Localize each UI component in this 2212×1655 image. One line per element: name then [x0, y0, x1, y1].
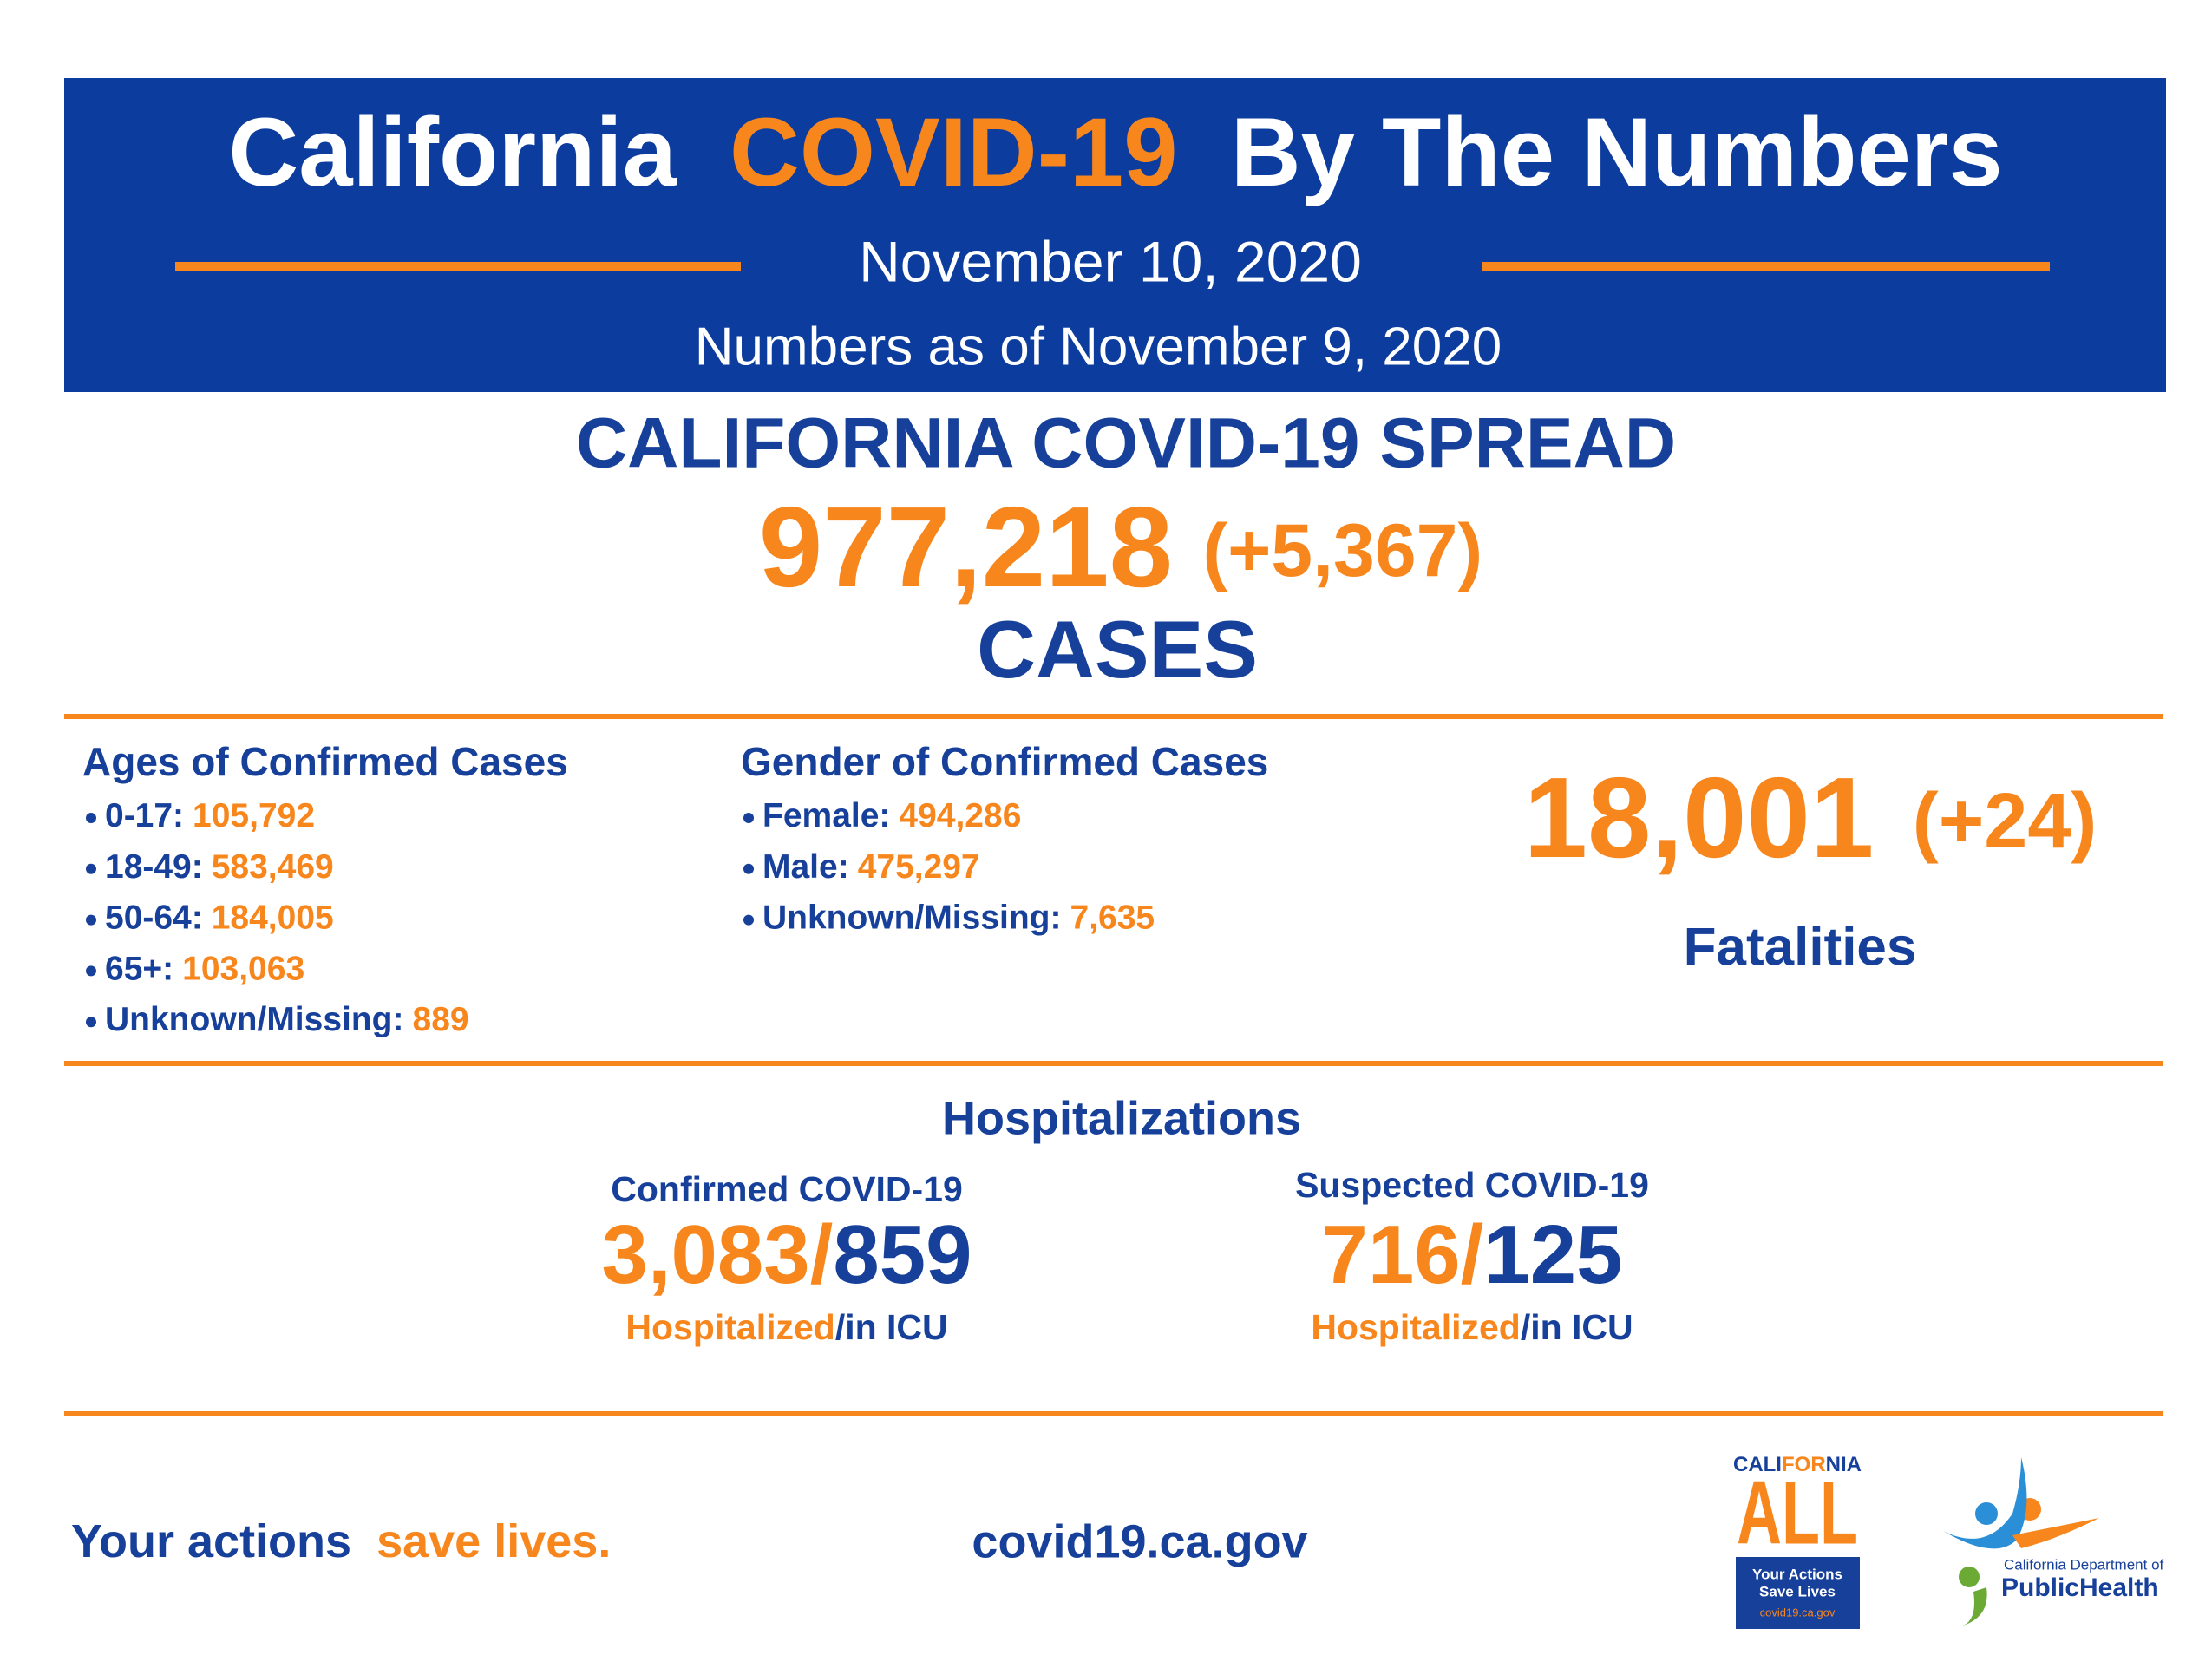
title-highlight: COVID-19 — [730, 98, 1178, 206]
note-icu: /in ICU — [1521, 1307, 1633, 1347]
bullet — [86, 965, 96, 977]
item-value: 475,297 — [858, 848, 980, 886]
item-value: 494,286 — [899, 797, 1021, 834]
list-item: 50-64: 184,005 — [105, 899, 334, 937]
item-value: 583,469 — [212, 848, 334, 886]
hosp-hospitalized: 3,083 — [601, 1208, 809, 1301]
hosp-note: Hospitalized/in ICU — [625, 1307, 947, 1347]
item-value: 184,005 — [212, 899, 334, 937]
item-value: 889 — [413, 1001, 469, 1038]
logo-swoosh — [1943, 1457, 2027, 1549]
item-label: Unknown/Missing: — [105, 1001, 404, 1038]
logo-tagline: Save Lives — [1759, 1583, 1836, 1599]
item-value: 103,063 — [182, 951, 304, 988]
bullet — [743, 914, 754, 926]
logo-box — [1736, 1557, 1860, 1629]
bullet — [86, 863, 96, 874]
item-label: 18-49: — [105, 848, 203, 886]
list-item: Male: 475,297 — [762, 848, 980, 886]
title-part: California — [228, 98, 677, 206]
hosp-numbers: 716/125 — [1321, 1208, 1622, 1301]
item-label: Female: — [762, 797, 890, 834]
logo-name-part: NIA — [1826, 1453, 1862, 1476]
california-all-logo: CALIFORNIA ALL Your Actions Save Lives c… — [1733, 1453, 1862, 1629]
hosp-icu: 859 — [833, 1208, 972, 1301]
hosp-groups: Confirmed COVID-193,083/859Hospitalized/… — [601, 1165, 1648, 1347]
logo-name-part: FOR — [1782, 1453, 1826, 1476]
logo-figure — [1975, 1502, 1998, 1525]
hosp-numbers: 3,083/859 — [601, 1208, 972, 1301]
bullet — [86, 1017, 96, 1028]
logo-name: CALIFORNIA — [1733, 1453, 1862, 1476]
item-label: 65+: — [105, 951, 173, 988]
title-part: By The Numbers — [1231, 98, 2003, 206]
logo-tagline: Your Actions — [1752, 1566, 1842, 1582]
hosp-heading: Hospitalizations — [942, 1092, 1301, 1144]
note-hospitalized: Hospitalized — [625, 1307, 834, 1347]
slogan-part: Your actions — [71, 1515, 351, 1567]
note-hospitalized: Hospitalized — [1311, 1307, 1520, 1347]
logo-url: covid19.ca.gov — [1760, 1606, 1836, 1619]
hosp-title: Suspected COVID-19 — [1295, 1165, 1649, 1205]
cdph-line2: PublicHealth — [2001, 1573, 2159, 1602]
website: covid19.ca.gov — [972, 1515, 1307, 1567]
fatalities-label: Fatalities — [1684, 917, 1917, 977]
ages-heading: Ages of Confirmed Cases — [82, 739, 568, 784]
list-item: Unknown/Missing: 7,635 — [762, 899, 1155, 937]
item-value: 105,792 — [193, 797, 315, 834]
fatalities-total: 18,001 — [1524, 754, 1875, 881]
item-value: 7,635 — [1070, 899, 1155, 937]
date: November 10, 2020 — [859, 229, 1362, 293]
hosp-separator: / — [1461, 1208, 1484, 1301]
list-item: 18-49: 583,469 — [105, 848, 334, 886]
cases-unit: CASES — [977, 604, 1258, 695]
hosp-title: Confirmed COVID-19 — [611, 1169, 963, 1209]
cases-change: (+5,367) — [1202, 509, 1482, 592]
list-item: 65+: 103,063 — [105, 951, 304, 988]
cdph-logo: California Department of PublicHealth — [1943, 1457, 2164, 1626]
slogan-highlight: save lives. — [376, 1515, 611, 1567]
cases-total: 977,218 — [759, 483, 1173, 611]
bullet — [743, 813, 754, 823]
bullet — [86, 914, 96, 926]
list-item: 0-17: 105,792 — [105, 797, 315, 834]
as-of: Numbers as of November 9, 2020 — [695, 317, 1502, 376]
hosp-icu: 125 — [1483, 1208, 1622, 1301]
header-band — [64, 78, 2166, 392]
logo-name-part: CALI — [1733, 1453, 1782, 1476]
bullet — [86, 813, 96, 823]
hosp-note: Hospitalized/in ICU — [1311, 1307, 1633, 1347]
slogan: Your actions save lives. — [71, 1515, 611, 1567]
logo-figure — [1959, 1567, 1980, 1587]
fatalities-line: 18,001 (+24) — [1524, 754, 2097, 881]
item-label: 0-17: — [105, 797, 184, 834]
gender-list: Female: 494,286 Male: 475,297 Unknown/Missin… — [743, 797, 1155, 937]
spread-heading: CALIFORNIA COVID-19 SPREAD — [576, 404, 1676, 483]
list-item: Female: 494,286 — [762, 797, 1021, 834]
gender-heading: Gender of Confirmed Cases — [741, 739, 1268, 784]
logo-word: ALL — [1737, 1462, 1858, 1563]
note-icu: /in ICU — [835, 1307, 948, 1347]
item-label: Unknown/Missing: — [762, 899, 1062, 937]
cases-line: 977,218 (+5,367) — [759, 483, 1482, 611]
title: California COVID-19 By The Numbers — [228, 98, 2002, 206]
item-label: 50-64: — [105, 899, 203, 937]
logo-swoosh — [2012, 1518, 2099, 1548]
bullet — [743, 863, 754, 874]
logo-swoosh — [1960, 1587, 1987, 1626]
item-label: Male: — [762, 848, 849, 886]
hosp-hospitalized: 716 — [1321, 1208, 1460, 1301]
fatalities-change: (+24) — [1913, 778, 2097, 865]
cdph-line1: California Department of — [2004, 1556, 2164, 1573]
hosp-separator: / — [810, 1208, 834, 1301]
list-item: Unknown/Missing: 889 — [105, 1001, 469, 1038]
